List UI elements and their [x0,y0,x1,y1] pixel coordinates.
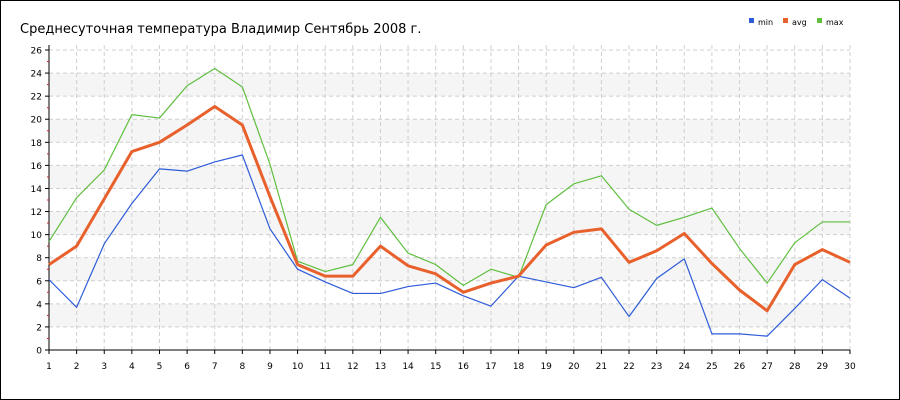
x-tick-label: 15 [430,362,441,372]
y-tick-label: 22 [31,93,42,103]
legend-swatch-max [817,18,822,23]
y-tick-label: 0 [36,347,42,357]
series-line-avg [48,105,851,313]
x-tick-label: 19 [540,362,552,372]
y-tick-label: 4 [36,300,42,310]
x-tick-label: 2 [74,362,80,372]
y-tick-label: 24 [31,70,43,80]
chart-title: Среднесуточная температура Владимир Сент… [20,22,421,37]
x-tick-label: 11 [319,362,330,372]
x-tick-label: 20 [568,362,580,372]
legend: min avg max [749,18,844,27]
legend-label-min: min [758,18,773,27]
plot-band [49,257,850,281]
series-line-max [48,67,850,286]
x-tick-label: 27 [761,362,772,372]
x-tick-label: 24 [679,362,691,372]
x-tick-label: 21 [596,362,607,372]
y-tick-label: 10 [31,231,43,241]
x-tick-label: 13 [375,362,386,372]
x-tick-label: 9 [267,362,273,372]
y-tick-label: 16 [31,162,43,172]
x-tick-label: 7 [212,362,218,372]
plot-band [49,303,850,327]
legend-label-avg: avg [792,18,807,27]
x-tick-label: 17 [485,362,496,372]
x-tick-label: 10 [292,362,304,372]
x-tick-label: 25 [706,362,717,372]
x-tick-label: 5 [157,362,163,372]
y-tick-label: 26 [31,47,43,57]
x-tick-label: 6 [184,362,190,372]
x-tick-label: 1 [46,362,52,372]
plot-band [49,211,850,235]
legend-swatch-min [749,18,754,23]
series-lines [48,67,851,337]
plot-bands [49,73,850,327]
plot-band [49,165,850,189]
y-tick-label: 12 [31,208,42,218]
series-line-min [48,154,851,337]
x-tick-label: 16 [458,362,470,372]
y-tick-label: 20 [31,116,43,126]
x-tick-label: 28 [789,362,801,372]
x-tick-label: 26 [734,362,746,372]
x-tick-label: 30 [844,362,856,372]
plot-band [49,119,850,143]
x-tick-label: 14 [402,362,414,372]
legend-swatch-avg [783,18,788,23]
x-tick-label: 8 [239,362,245,372]
x-tick-label: 22 [623,362,634,372]
y-tick-label: 18 [31,139,43,149]
y-tick-label: 2 [36,323,42,333]
x-tick-label: 29 [817,362,829,372]
x-tick-label: 12 [347,362,358,372]
x-tick-label: 4 [129,362,135,372]
y-tick-label: 6 [36,277,42,287]
y-tick-label: 8 [36,254,42,264]
x-tick-label: 18 [513,362,525,372]
y-tick-label: 14 [31,185,43,195]
x-tick-label: 3 [101,362,107,372]
legend-label-max: max [826,18,844,27]
x-tick-label: 23 [651,362,662,372]
plot-band [49,73,850,97]
